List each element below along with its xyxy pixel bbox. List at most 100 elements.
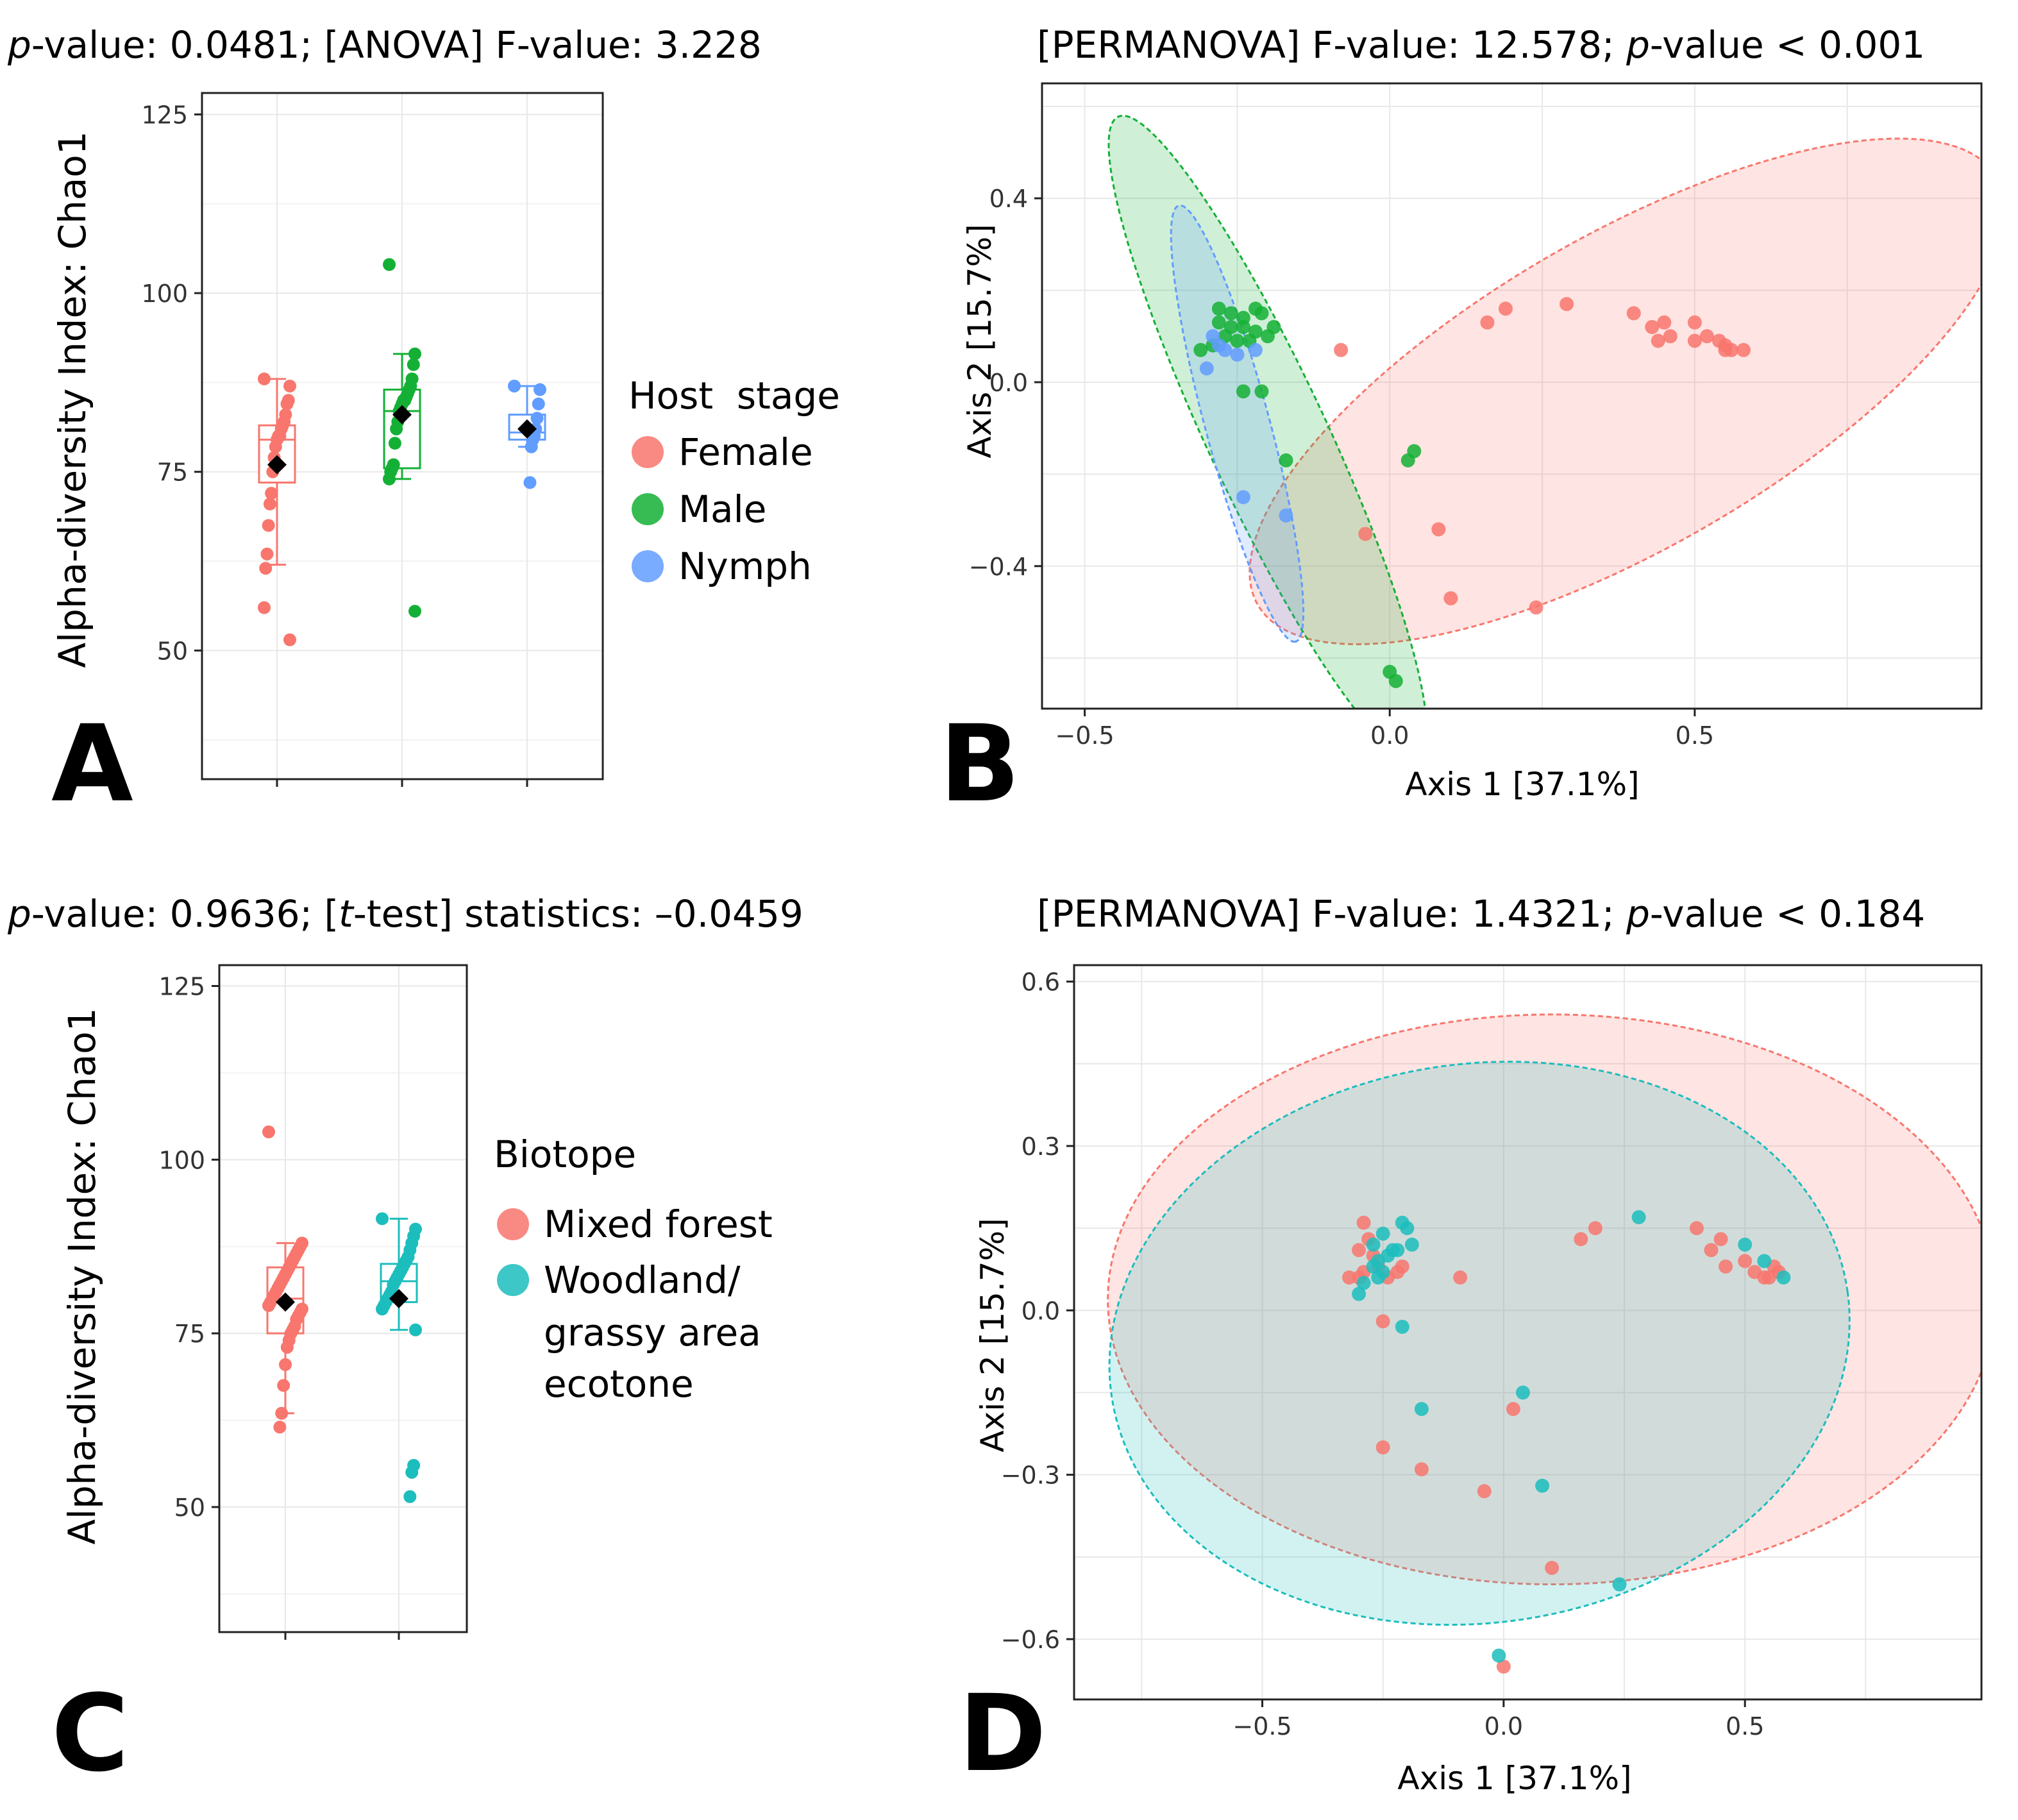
data-point (1193, 342, 1208, 357)
data-point (1230, 347, 1245, 362)
data-point (1352, 1286, 1366, 1301)
data-point (1248, 342, 1263, 357)
data-point (283, 379, 296, 392)
panel-d-plot-area: −0.5 0.0 0.5 0.6 0.3 0.0 −0.3 −0.6 (1001, 964, 1983, 1740)
data-point (263, 497, 276, 510)
data-point (279, 1358, 292, 1371)
y-tick-label: 125 (158, 973, 205, 1001)
x-tick-label: −0.5 (1232, 1712, 1291, 1740)
data-point (1279, 453, 1293, 468)
panel-d-label: D (959, 1672, 1047, 1795)
data-point (508, 379, 521, 392)
data-point (390, 422, 403, 435)
data-point (1776, 1270, 1791, 1285)
data-point (1375, 1226, 1390, 1241)
y-tick-label: 0.6 (1022, 968, 1060, 997)
panel-a-ylabel: Alpha-diversity Index: Chao1 (51, 131, 94, 668)
legend-item-female: Female (632, 430, 813, 474)
data-point (1260, 329, 1275, 344)
data-point (1657, 315, 1672, 330)
data-point (1279, 508, 1293, 523)
data-point (1496, 1659, 1511, 1674)
data-point (1687, 333, 1702, 348)
box-group-nymph (508, 379, 546, 489)
panel-d-title: [PERMANOVA] F-value: 1.4321; p-value < 0… (1037, 892, 1925, 936)
data-point (1400, 1221, 1415, 1236)
data-point (1414, 1402, 1429, 1417)
data-point (376, 1302, 389, 1316)
y-tick-label: 0.0 (989, 369, 1028, 397)
x-tick-label: 0.0 (1484, 1712, 1523, 1740)
data-point (1375, 1314, 1390, 1329)
data-point (1574, 1232, 1588, 1247)
y-tick-label: 50 (157, 637, 188, 665)
data-point (1371, 1270, 1386, 1285)
legend-key-male (632, 493, 664, 525)
data-point (534, 383, 546, 396)
data-point (262, 1125, 275, 1138)
legend-key-nymph (632, 550, 664, 582)
data-point (262, 519, 275, 532)
panel-c: p-value: 0.9636; [t-test] statistics: –0… (7, 892, 803, 1795)
data-point (1689, 1221, 1704, 1236)
legend-item-mixed-forest: Mixed forest (497, 1202, 773, 1246)
data-point (1404, 1237, 1419, 1252)
box-group-male (383, 258, 421, 618)
data-point (1736, 342, 1751, 357)
data-point (1236, 490, 1250, 505)
y-tick-label: 125 (141, 101, 188, 129)
data-point (532, 397, 545, 410)
panel-b-ylabel: Axis 2 [15.7%] (961, 224, 998, 458)
data-point (1545, 1560, 1560, 1575)
data-point (1535, 1478, 1550, 1493)
data-point (262, 1299, 275, 1312)
data-point (383, 472, 396, 485)
data-point (265, 487, 278, 500)
legend-key-woodland (497, 1264, 529, 1296)
data-point (258, 601, 271, 614)
panel-b-xlabel: Axis 1 [37.1%] (1405, 766, 1639, 803)
data-point (1334, 342, 1349, 357)
data-point (1560, 297, 1574, 312)
panel-a-label: A (51, 702, 133, 825)
data-point (1358, 527, 1373, 541)
data-point (525, 440, 538, 453)
data-point (280, 397, 294, 410)
y-tick-label: 75 (174, 1320, 205, 1348)
data-point (1757, 1254, 1772, 1268)
plot-frame (1041, 82, 1983, 710)
data-point (408, 605, 421, 618)
legend-label-woodland-line1: Woodland/ (544, 1258, 741, 1302)
data-point (1718, 342, 1733, 357)
panel-d-xlabel: Axis 1 [37.1%] (1397, 1760, 1631, 1797)
data-point (1356, 1215, 1371, 1230)
y-tick-label: 50 (174, 1494, 205, 1522)
data-point (1230, 333, 1245, 348)
legend-label-female: Female (678, 430, 813, 474)
data-point (280, 1340, 294, 1354)
data-point (1515, 1385, 1530, 1400)
mean-marker (276, 1292, 295, 1312)
y-tick-label: 100 (158, 1146, 205, 1174)
data-point (1704, 1243, 1719, 1258)
legend-label-mixed-forest: Mixed forest (544, 1202, 773, 1246)
data-point (277, 1379, 290, 1392)
panel-d-ylabel: Axis 2 [15.7%] (974, 1218, 1011, 1452)
y-tick-label: −0.3 (1001, 1462, 1060, 1490)
data-point (1453, 1270, 1468, 1285)
confidence-ellipse-mixed-forest (1107, 1013, 1981, 1585)
data-point (1366, 1259, 1381, 1274)
data-point (1352, 1243, 1366, 1258)
panel-a-legend-title: Host stage (628, 374, 840, 417)
legend-key-mixed-forest (497, 1208, 529, 1240)
data-point (383, 258, 396, 271)
data-point (1477, 1484, 1492, 1499)
box-group-woodland-grassy-area-ecotone (376, 1212, 422, 1503)
data-point (1699, 329, 1714, 344)
y-tick-label: −0.6 (1001, 1626, 1060, 1654)
data-point (1400, 453, 1415, 468)
box-group-mixed-forest (262, 1125, 308, 1434)
data-point (1366, 1237, 1381, 1252)
data-point (1719, 1259, 1733, 1274)
data-point (273, 1420, 287, 1434)
